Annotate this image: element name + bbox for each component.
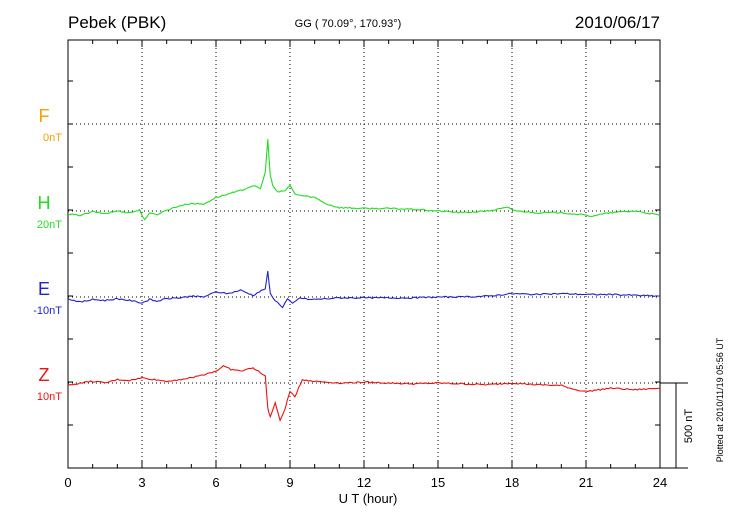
series-name-e: E <box>38 279 50 299</box>
x-tick-label: 3 <box>138 475 145 490</box>
plot-date: 2010/06/17 <box>575 13 660 32</box>
series-offset-f: 0nT <box>43 132 62 144</box>
x-tick-label: 0 <box>64 475 71 490</box>
x-tick-label: 24 <box>653 475 667 490</box>
series-line-e <box>67 271 661 309</box>
series-name-f: F <box>39 106 50 126</box>
grid-lines <box>68 40 660 468</box>
x-axis-label: U T (hour) <box>339 491 398 506</box>
series-line-z <box>67 365 661 423</box>
x-tick-labels: 0 3 6 9 12 15 18 21 24 <box>64 475 667 490</box>
station-coordinates: GG ( 70.09°, 170.93°) <box>295 18 402 30</box>
series-line-h <box>67 139 661 221</box>
plotted-at-note: Plotted at 2010/11/19 05:56 UT <box>715 337 725 462</box>
series-offset-h: 20nT <box>37 219 62 231</box>
axis-ticks <box>67 40 661 468</box>
x-tick-label: 12 <box>357 475 371 490</box>
station-title: Pebek (PBK) <box>68 13 166 32</box>
x-tick-label: 9 <box>286 475 293 490</box>
scale-bar: 500 nT <box>660 382 695 469</box>
x-tick-label: 21 <box>579 475 593 490</box>
series-offset-z: 10nT <box>37 391 62 403</box>
channel-labels: F 0nT H 20nT E -10nT Z 10nT <box>33 106 62 403</box>
x-tick-label: 15 <box>431 475 445 490</box>
series-name-h: H <box>38 193 51 213</box>
series-lines <box>67 139 661 423</box>
scale-bar-label: 500 nT <box>683 409 695 444</box>
series-offset-e: -10nT <box>33 305 62 317</box>
x-tick-label: 6 <box>212 475 219 490</box>
series-name-z: Z <box>39 365 50 385</box>
x-tick-label: 18 <box>505 475 519 490</box>
